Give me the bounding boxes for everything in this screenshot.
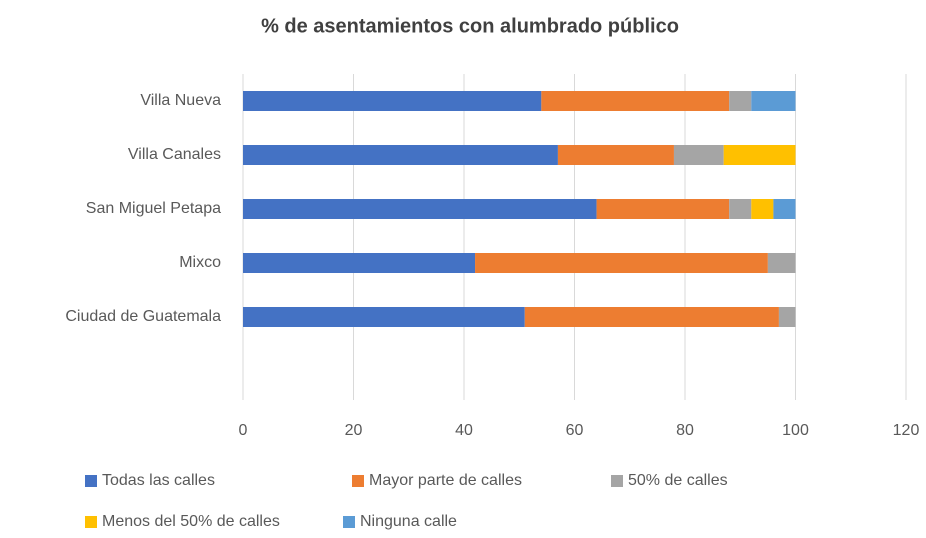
y-tick-label: Ciudad de Guatemala xyxy=(65,308,221,325)
legend-label: Menos del 50% de calles xyxy=(102,513,280,530)
bar-segment xyxy=(729,91,752,111)
legend-label: 50% de calles xyxy=(628,472,728,489)
bar-segment xyxy=(596,199,730,219)
bar-segment xyxy=(243,307,525,327)
bar-segment xyxy=(475,253,768,273)
bar-segment xyxy=(243,91,542,111)
legend-label: Todas las calles xyxy=(102,472,215,489)
x-tick-label: 20 xyxy=(345,422,363,439)
bar-segment xyxy=(541,91,730,111)
x-tick-label: 120 xyxy=(893,422,920,439)
y-tick-label: Villa Nueva xyxy=(140,92,221,109)
bar-segment xyxy=(773,199,796,219)
chart-title: % de asentamientos con alumbrado público xyxy=(261,15,679,37)
x-tick-label: 60 xyxy=(566,422,584,439)
bar-segment xyxy=(524,307,779,327)
bar-segment xyxy=(729,199,752,219)
legend-swatch xyxy=(611,475,623,487)
bar-segment xyxy=(778,307,796,327)
bar-segment xyxy=(557,145,674,165)
bar-segment xyxy=(673,145,724,165)
bar-segment xyxy=(243,199,597,219)
y-tick-label: Villa Canales xyxy=(128,146,221,163)
y-tick-label: Mixco xyxy=(179,254,221,271)
bar-segment xyxy=(751,91,796,111)
bar-segment xyxy=(243,145,558,165)
x-tick-label: 0 xyxy=(239,422,248,439)
legend-swatch xyxy=(85,475,97,487)
y-tick-label: San Miguel Petapa xyxy=(86,200,221,217)
legend-label: Mayor parte de calles xyxy=(369,472,522,489)
legend-label: Ninguna calle xyxy=(360,513,457,530)
legend-swatch xyxy=(343,516,355,528)
x-tick-label: 40 xyxy=(455,422,473,439)
legend-swatch xyxy=(85,516,97,528)
bar-segment xyxy=(243,253,476,273)
bar-segment xyxy=(751,199,774,219)
x-tick-label: 80 xyxy=(676,422,694,439)
bar-segment xyxy=(723,145,796,165)
x-tick-label: 100 xyxy=(782,422,809,439)
bar-segment xyxy=(767,253,796,273)
legend-swatch xyxy=(352,475,364,487)
